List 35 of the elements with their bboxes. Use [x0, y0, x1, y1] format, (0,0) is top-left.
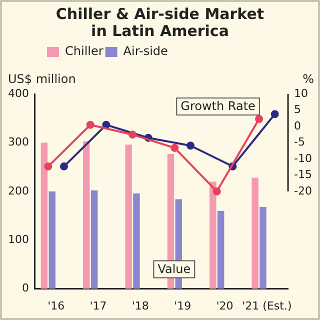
y2-tick-label: -10 [294, 152, 312, 165]
y2-tick-label: 10 [294, 86, 308, 100]
x-tick-label: '16 [48, 299, 65, 312]
bar [217, 210, 224, 289]
bar [90, 190, 98, 289]
y-tick-label: 0 [22, 282, 29, 295]
x-tick-label: '21 (Est.) [242, 299, 292, 312]
annotation: Growth Rate [180, 99, 256, 114]
y-tick-label: 400 [8, 86, 29, 100]
legend-label: Air-side [123, 44, 168, 58]
x-tick-label: '18 [132, 299, 149, 312]
legend-label: Chiller [64, 44, 104, 58]
y2-axis-title: % [302, 72, 314, 86]
chart-title: Chiller & Air-side Market in Latin America [54, 5, 266, 40]
annotation: Value [158, 262, 191, 276]
y2-tick-label: 0 [294, 119, 302, 132]
bar [125, 144, 132, 289]
y2-tick-label: -5 [294, 136, 306, 149]
y2-tick-label: 5 [294, 103, 302, 116]
x-tick-label: '20 [216, 299, 234, 312]
bar [133, 193, 140, 289]
bar [210, 182, 216, 289]
y2-tick-label: -15 [294, 168, 312, 182]
bar [83, 141, 90, 289]
y-tick-label: 100 [8, 232, 29, 246]
y2-tick-label: -20 [294, 184, 312, 198]
y-tick-label: 200 [8, 184, 29, 198]
bar [48, 191, 56, 289]
x-tick-label: '17 [90, 299, 107, 312]
bar [40, 142, 48, 289]
bar [252, 178, 258, 289]
x-tick-label: '19 [174, 299, 192, 312]
y-axis-title: US$ million [8, 72, 76, 86]
bar [260, 206, 266, 289]
y-tick-label: 300 [8, 136, 29, 149]
